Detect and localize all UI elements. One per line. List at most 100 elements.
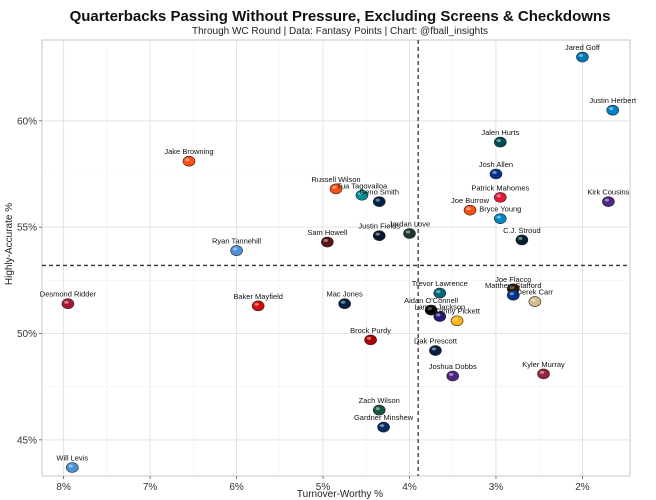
- point-label: Trevor Lawrence: [412, 279, 468, 288]
- point-label: Josh Allen: [479, 160, 513, 169]
- team-logo-marker: [433, 311, 447, 322]
- data-point: Jalen Hurts: [481, 128, 520, 148]
- team-logo-highlight: [431, 347, 437, 351]
- point-label: Mac Jones: [327, 290, 364, 299]
- point-label: Kyler Murray: [522, 360, 565, 369]
- data-point: Tua Tagovailoa: [337, 181, 388, 201]
- point-label: Jalen Hurts: [481, 128, 519, 137]
- y-tick-label: 55%: [17, 223, 37, 234]
- team-logo-marker: [429, 345, 442, 356]
- point-label: Brock Purdy: [350, 326, 391, 335]
- team-logo-highlight: [492, 170, 497, 174]
- x-axis-title: Turnover-Worthy %: [297, 489, 383, 500]
- team-logo-highlight: [375, 407, 380, 411]
- team-logo-marker: [403, 228, 416, 239]
- team-logo-marker: [338, 298, 351, 310]
- data-point: Josh Allen: [479, 160, 513, 180]
- team-logo-highlight: [449, 373, 454, 377]
- x-tick-label: 8%: [56, 482, 71, 493]
- point-label: Aidan O'Connell: [404, 296, 458, 305]
- data-point: Aidan O'Connell: [404, 296, 458, 316]
- team-logo-marker: [433, 287, 447, 299]
- x-tick-label: 5%: [316, 482, 331, 493]
- data-point: Justin Herbert: [589, 96, 637, 116]
- point-label: Joshua Dobbs: [429, 362, 477, 371]
- team-logo-marker: [576, 51, 589, 63]
- team-logo-marker: [493, 213, 507, 224]
- x-tick-label: 2%: [575, 482, 590, 493]
- point-label: Desmond Ridder: [40, 290, 97, 299]
- data-point: C.J. Stroud: [503, 226, 541, 246]
- team-logo-marker: [251, 300, 265, 312]
- point-label: Dak Prescott: [414, 337, 458, 346]
- team-logo-marker: [364, 334, 377, 346]
- plot-panel: [41, 39, 631, 477]
- point-label: Gardner Minshew: [354, 413, 414, 422]
- team-logo-highlight: [358, 192, 363, 196]
- data-points: Jared Goff Justin Herbert Jalen Hurts Jake …: [40, 43, 637, 473]
- data-point: Baker Mayfield: [233, 292, 283, 312]
- point-label: Kenny Pickett: [434, 307, 481, 316]
- team-logo-highlight: [509, 285, 514, 289]
- y-tick-label: 60%: [17, 116, 37, 127]
- team-logo-highlight: [453, 317, 458, 321]
- data-point: Derek Carr: [517, 288, 554, 307]
- team-logo-marker: [450, 315, 464, 327]
- team-logo-marker: [372, 404, 386, 416]
- team-logo-marker: [602, 196, 615, 207]
- data-point: Dak Prescott: [414, 337, 458, 356]
- data-point: Kirk Cousins: [587, 188, 630, 207]
- team-logo-highlight: [68, 464, 73, 468]
- team-logo-highlight: [531, 298, 536, 302]
- team-logo-highlight: [436, 290, 441, 294]
- point-label: Joe Flacco: [495, 275, 531, 284]
- point-label: Sam Howell: [307, 228, 347, 237]
- team-logo-highlight: [185, 158, 190, 162]
- team-logo-highlight: [539, 370, 545, 374]
- point-label: Patrick Mahomes: [471, 183, 529, 192]
- team-logo-highlight: [496, 139, 501, 143]
- chart-title: Quarterbacks Passing Without Pressure, E…: [70, 8, 611, 25]
- y-tick-label: 50%: [17, 329, 37, 340]
- team-logo-highlight: [340, 300, 346, 304]
- point-label: Baker Mayfield: [233, 292, 283, 301]
- data-point: Kenny Pickett: [434, 307, 481, 327]
- data-point: Mac Jones: [327, 290, 364, 310]
- team-logo-marker: [424, 304, 438, 316]
- chart-subtitle: Through WC Round | Data: Fantasy Points …: [192, 26, 488, 37]
- x-tick-label: 7%: [143, 482, 158, 493]
- point-label: Geno Smith: [359, 188, 399, 197]
- data-point: Ryan Tannehill: [212, 237, 261, 256]
- team-logo-highlight: [436, 313, 441, 317]
- team-logo-highlight: [609, 107, 614, 111]
- team-logo-marker: [372, 196, 386, 207]
- team-logo-marker: [372, 230, 386, 241]
- team-logo-marker: [329, 183, 343, 195]
- team-logo-highlight: [578, 54, 584, 58]
- team-logo-highlight: [496, 194, 501, 198]
- reference-lines: [42, 40, 630, 476]
- data-point: Sam Howell: [307, 228, 348, 248]
- team-logo-marker: [493, 192, 507, 203]
- x-tick-label: 3%: [489, 482, 504, 493]
- point-label: Matthew Stafford: [485, 281, 542, 290]
- team-logo-highlight: [232, 247, 238, 251]
- team-logo-marker: [377, 421, 390, 433]
- team-logo-marker: [528, 296, 542, 307]
- x-tick-label: 6%: [229, 482, 244, 493]
- team-logo-marker: [230, 245, 243, 256]
- data-point: Desmond Ridder: [40, 290, 97, 310]
- y-axis-title: Highly-Accurate %: [4, 203, 15, 285]
- team-logo-marker: [355, 189, 369, 201]
- team-logo-marker: [463, 204, 477, 216]
- team-logo-highlight: [405, 230, 411, 234]
- axes: 8% 7% 6% 5% 4% 3% 2% 45% 50% 55% 60%: [17, 116, 590, 493]
- data-point: Jordan Love: [389, 220, 430, 239]
- point-label: Tua Tagovailoa: [337, 181, 388, 190]
- data-point: Joshua Dobbs: [429, 362, 477, 382]
- team-logo-marker: [182, 155, 196, 167]
- point-label: Will Levis: [56, 453, 88, 462]
- team-logo-highlight: [254, 302, 259, 306]
- point-label: Justin Herbert: [589, 96, 637, 105]
